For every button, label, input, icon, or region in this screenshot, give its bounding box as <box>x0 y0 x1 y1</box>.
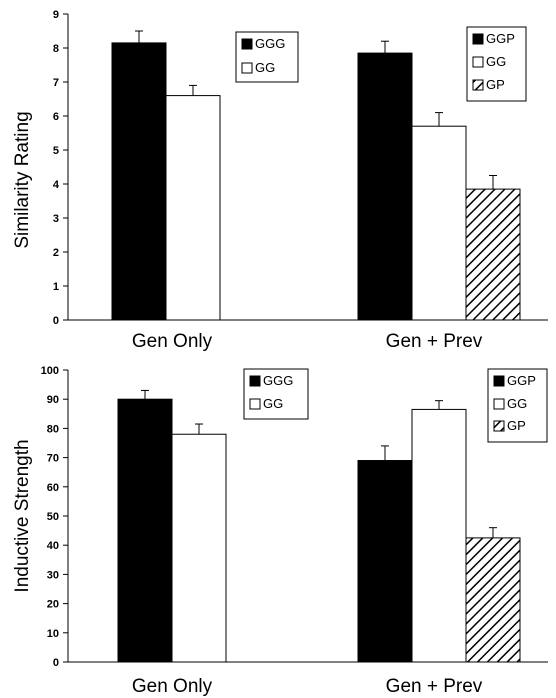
y-tick-label: 9 <box>53 9 59 21</box>
legend-swatch <box>493 398 505 410</box>
bar-ggg <box>117 398 173 663</box>
bar-group: Gen + Prev <box>357 40 521 352</box>
legend-swatch <box>249 375 261 387</box>
legend-label: GGP <box>486 31 515 46</box>
bar-ggg <box>111 42 167 321</box>
legend-swatch <box>493 420 505 432</box>
legend-label: GG <box>263 396 283 411</box>
bar-gg <box>411 125 467 321</box>
y-tick-label: 8 <box>53 43 59 55</box>
y-axis-title: Similarity Rating <box>12 111 33 248</box>
category-label: Gen Only <box>132 331 213 352</box>
y-tick-label: 6 <box>53 111 59 123</box>
legend-swatch <box>472 33 484 45</box>
y-tick-label: 100 <box>41 365 59 377</box>
y-tick-label: 50 <box>47 511 59 523</box>
legend-label: GGP <box>507 373 536 388</box>
legend-swatch <box>241 62 253 74</box>
legend-swatch <box>472 79 484 91</box>
y-axis-title: Inductive Strength <box>12 439 33 592</box>
legend-label: GGG <box>263 373 293 388</box>
y-tick-label: 2 <box>53 247 59 259</box>
y-tick-label: 5 <box>53 145 59 157</box>
y-tick-label: 40 <box>47 540 59 552</box>
bar-gg <box>411 408 467 663</box>
y-tick-label: 30 <box>47 569 59 581</box>
bar-group: Gen Only <box>117 389 227 697</box>
bar-group: Gen + Prev <box>357 400 521 697</box>
bar-gp <box>465 188 521 321</box>
bar-gg <box>165 95 221 321</box>
y-tick-label: 70 <box>47 453 59 465</box>
y-tick-label: 1 <box>53 281 59 293</box>
legend-label: GG <box>507 396 527 411</box>
bar-gg <box>171 433 227 663</box>
y-tick-label: 10 <box>47 628 59 640</box>
legend-swatch <box>241 38 253 50</box>
legend-swatch <box>472 56 484 68</box>
category-label: Gen Only <box>132 676 213 697</box>
y-tick-label: 7 <box>53 77 59 89</box>
category-label: Gen + Prev <box>386 331 483 352</box>
legend-label: GG <box>255 60 275 75</box>
y-tick-label: 90 <box>47 394 59 406</box>
bar-ggp <box>357 52 413 321</box>
legend-label: GGG <box>255 36 285 51</box>
y-tick-label: 0 <box>53 315 59 327</box>
legend-swatch <box>249 398 261 410</box>
y-tick-label: 3 <box>53 213 59 225</box>
y-tick-label: 80 <box>47 423 59 435</box>
bar-ggp <box>357 460 413 663</box>
y-tick-label: 60 <box>47 482 59 494</box>
chart-panel-2: 0 10 20 30 40 50 60 70 80 90 100 Inductive Strength… <box>12 365 548 697</box>
legend-swatch <box>493 375 505 387</box>
legend-label: GP <box>486 77 505 92</box>
legend: GGP GG GP <box>466 26 527 102</box>
bar-group: Gen Only <box>111 30 221 352</box>
y-tick-label: 4 <box>53 179 60 191</box>
bar-gp <box>465 537 521 663</box>
legend-label: GP <box>507 418 526 433</box>
legend: GGP GG GP <box>487 368 548 443</box>
category-label: Gen + Prev <box>386 676 483 697</box>
y-tick-label: 0 <box>53 657 59 669</box>
legend-label: GG <box>486 54 506 69</box>
y-tick-label: 20 <box>47 599 59 611</box>
